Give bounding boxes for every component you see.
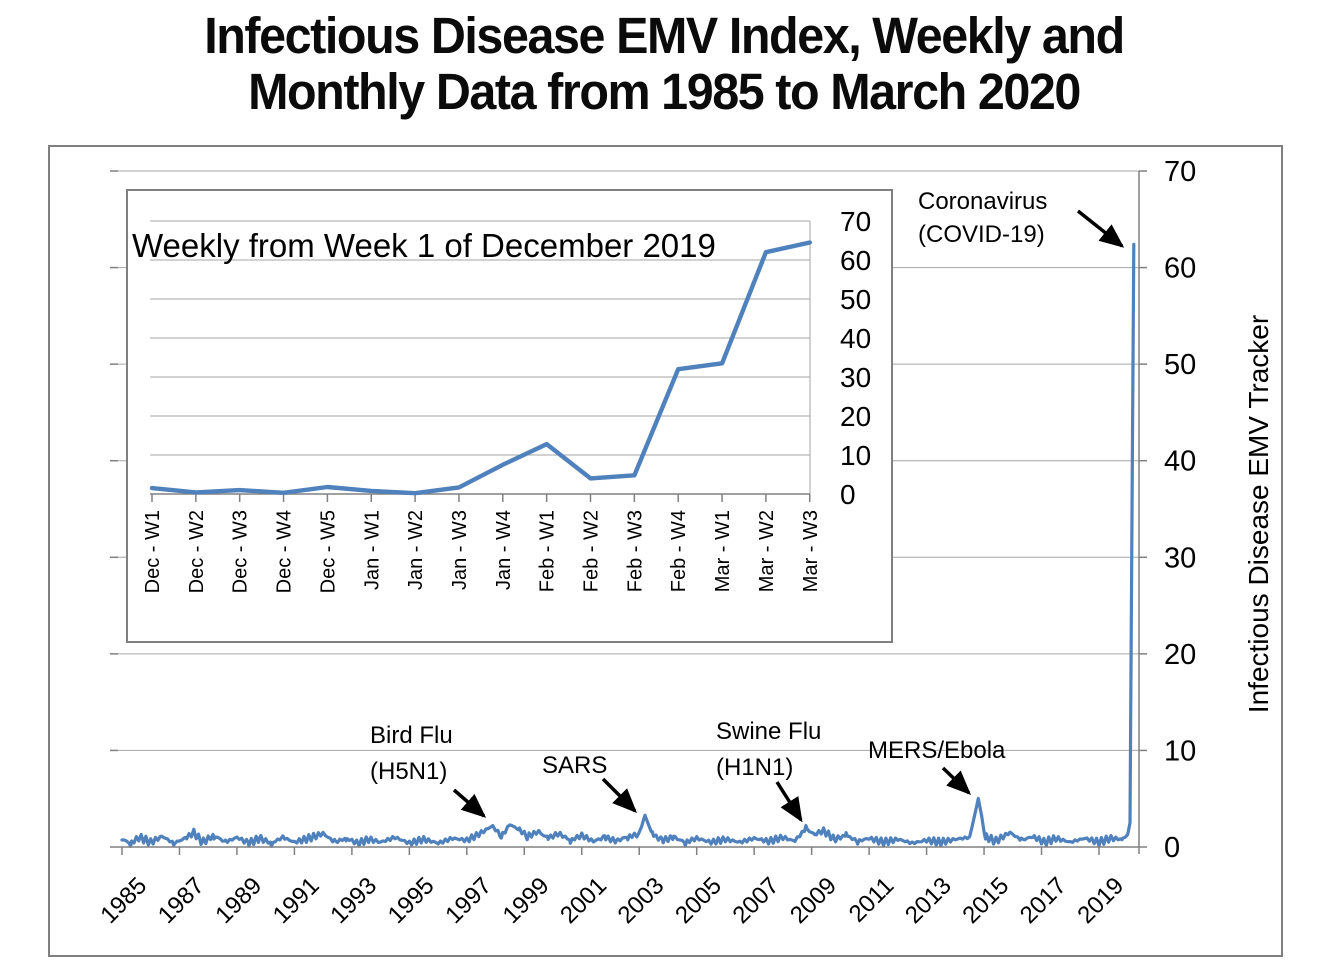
inset-category-label: Mar - W2 bbox=[756, 510, 778, 592]
inset-category-label: Jan - W2 bbox=[405, 510, 427, 590]
year-label: 1999 bbox=[498, 872, 555, 929]
figure-box: 1985 1987 1989 1991 1993 1995 1997 1999 2001 2003… bbox=[48, 145, 1283, 957]
year-label: 1985 bbox=[95, 872, 152, 929]
inset-y-tick-label: 30 bbox=[840, 362, 871, 393]
inset-category-label: Feb - W2 bbox=[581, 510, 603, 592]
inset-category-label: Feb - W1 bbox=[537, 510, 559, 592]
main-y-tick-labels: 0 10 20 30 40 50 60 70 bbox=[1164, 156, 1196, 864]
y-tick-label: 40 bbox=[1164, 446, 1196, 478]
year-label: 2013 bbox=[900, 872, 957, 929]
y-tick-label: 30 bbox=[1164, 542, 1196, 574]
y-tick-label: 20 bbox=[1164, 639, 1196, 671]
inset-category-label: Mar - W1 bbox=[712, 510, 734, 592]
inset-category-label: Feb - W3 bbox=[624, 510, 646, 592]
main-series-group bbox=[120, 242, 1136, 848]
annotations-group: Bird Flu (H5N1) SARS Swine Flu (H1N1) MERS/Eb… bbox=[370, 188, 1125, 823]
annotation-label: (H1N1) bbox=[716, 754, 793, 781]
year-label: 2019 bbox=[1072, 872, 1129, 929]
inset-y-tick-label: 50 bbox=[840, 284, 871, 315]
y-tick-label: 50 bbox=[1164, 349, 1196, 381]
year-label: 1993 bbox=[325, 872, 382, 929]
inset-y-tick-label: 70 bbox=[840, 206, 871, 237]
inset-chart: 0 10 20 30 40 50 60 70 Dec - W1 Dec - W2 Dec - W3 D… bbox=[126, 189, 893, 643]
main-axes bbox=[110, 170, 1147, 855]
year-label: 2003 bbox=[613, 872, 670, 929]
year-label: 1997 bbox=[440, 872, 497, 929]
year-label: 1991 bbox=[268, 872, 325, 929]
inset-category-label: Dec - W4 bbox=[274, 510, 296, 593]
inset-category-label: Jan - W1 bbox=[361, 510, 383, 590]
y-tick-label: 60 bbox=[1164, 253, 1196, 285]
inset-category-label: Dec - W5 bbox=[317, 510, 339, 593]
weekly-series-line bbox=[149, 240, 812, 496]
annotation-label: (COVID-19) bbox=[918, 221, 1045, 248]
inset-y-tick-label: 20 bbox=[840, 401, 871, 432]
main-x-tick-labels: 1985 1987 1989 1991 1993 1995 1997 1999 2001 2003… bbox=[95, 872, 1129, 929]
chart-title: Infectious Disease EMV Index, Weekly and… bbox=[33, 8, 1295, 120]
annotation-arrow bbox=[941, 766, 972, 795]
year-label: 2011 bbox=[844, 872, 900, 928]
annotation-arrow bbox=[1076, 209, 1125, 248]
inset-y-tick-label: 40 bbox=[840, 323, 871, 354]
year-label: 2007 bbox=[728, 872, 785, 929]
chart-title-line2: Monthly Data from 1985 to March 2020 bbox=[248, 63, 1081, 120]
y-tick-label: 70 bbox=[1164, 156, 1196, 188]
year-label: 2017 bbox=[1015, 872, 1072, 929]
annotation-arrow bbox=[601, 777, 637, 813]
annotation-arrow bbox=[775, 781, 803, 823]
year-label: 1989 bbox=[210, 872, 267, 929]
inset-category-label: Jan - W3 bbox=[449, 510, 471, 590]
y-axis-title: Infectious Disease EMV Tracker bbox=[1243, 315, 1274, 713]
year-label: 2015 bbox=[957, 872, 1014, 929]
inset-y-tick-label: 10 bbox=[840, 440, 871, 471]
annotation-label: Coronavirus bbox=[918, 188, 1047, 215]
annotation-label: Bird Flu bbox=[370, 722, 453, 749]
chart-canvas: 1985 1987 1989 1991 1993 1995 1997 1999 2001 2003… bbox=[95, 156, 1274, 929]
y-tick-label: 10 bbox=[1164, 735, 1196, 767]
year-label: 1995 bbox=[383, 872, 440, 929]
inset-category-label: Dec - W2 bbox=[186, 510, 208, 593]
inset-category-label: Dec - W1 bbox=[142, 510, 164, 593]
inset-category-label: Mar - W3 bbox=[800, 510, 822, 592]
annotation-label: (H5N1) bbox=[370, 758, 447, 785]
year-label: 2005 bbox=[670, 872, 727, 929]
annotation-label: Swine Flu bbox=[716, 718, 821, 745]
inset-category-label: Dec - W3 bbox=[230, 510, 252, 593]
chart-title-line1: Infectious Disease EMV Index, Weekly and bbox=[204, 7, 1125, 64]
year-label: 2001 bbox=[555, 872, 612, 929]
year-label: 1987 bbox=[153, 872, 210, 929]
inset-y-tick-label: 0 bbox=[840, 479, 856, 510]
inset-title: Weekly from Week 1 of December 2019 bbox=[132, 227, 716, 264]
annotation-arrow bbox=[452, 788, 487, 818]
inset-y-tick-label: 60 bbox=[840, 245, 871, 276]
year-label: 2009 bbox=[785, 872, 842, 929]
y-tick-label: 0 bbox=[1164, 832, 1180, 864]
annotation-label: SARS bbox=[542, 752, 607, 779]
monthly-series-line bbox=[120, 242, 1136, 848]
inset-category-label: Jan - W4 bbox=[493, 510, 515, 590]
annotation-label: MERS/Ebola bbox=[868, 737, 1006, 764]
inset-category-label: Feb - W4 bbox=[668, 510, 690, 592]
